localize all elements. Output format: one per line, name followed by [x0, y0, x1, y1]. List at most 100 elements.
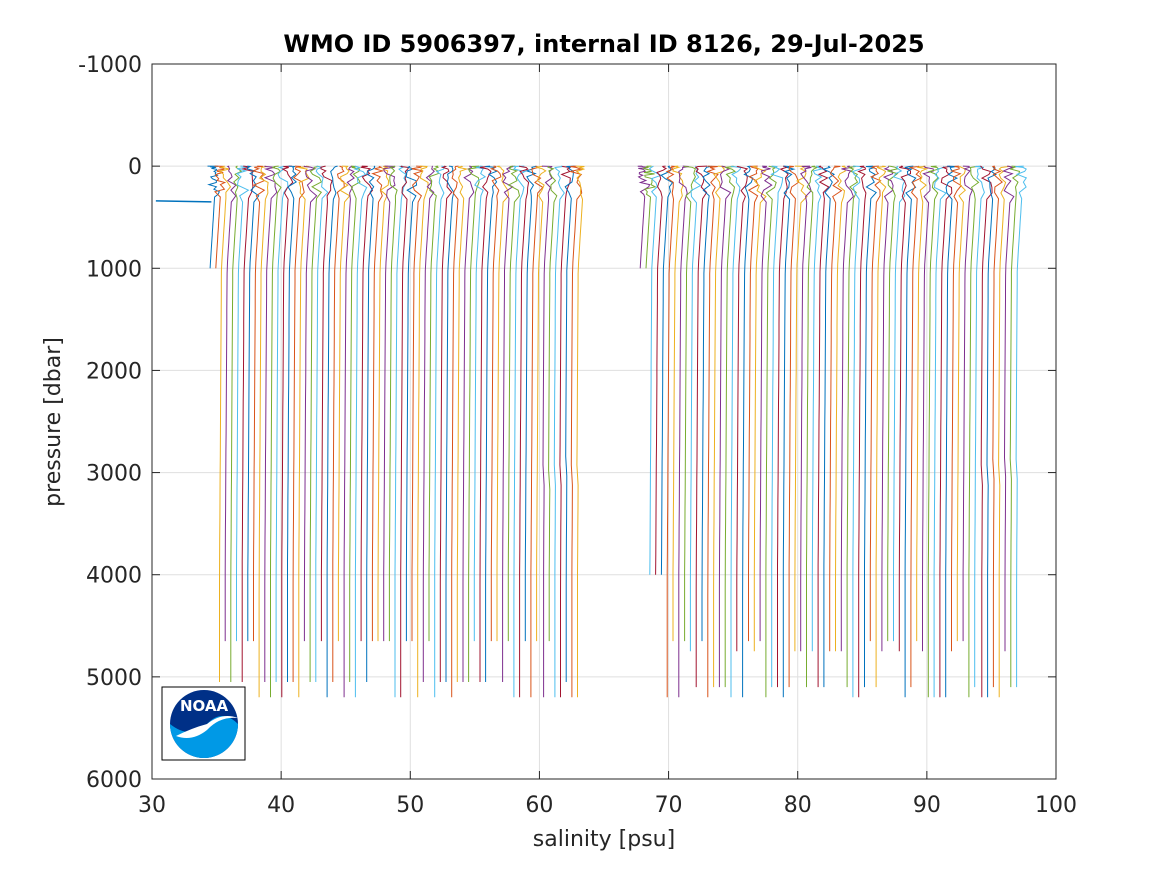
x-tick-label: 80	[784, 793, 812, 818]
salinity-profile-line	[800, 165, 812, 652]
salinity-profile-line	[782, 165, 796, 698]
salinity-profile-line	[904, 165, 917, 698]
salinity-profile-line	[451, 165, 459, 698]
salinity-profile-line	[281, 165, 294, 698]
salinity-profile-line	[383, 165, 396, 642]
chart-title: WMO ID 5906397, internal ID 8126, 29-Jul…	[283, 30, 924, 58]
salinity-profile-line	[840, 165, 854, 652]
salinity-profile-line	[270, 165, 282, 698]
noaa-logo: NOAA	[161, 686, 246, 761]
logo-wave-sky	[170, 716, 238, 758]
x-tick-label: 30	[138, 793, 166, 818]
salinity-profile-line	[524, 165, 538, 642]
salinity-profile-line	[287, 165, 298, 682]
salinity-profile-line	[485, 165, 498, 682]
salinity-profile-line	[689, 165, 702, 652]
salinity-profile-line	[765, 165, 778, 698]
x-tick-label: 40	[267, 793, 295, 818]
salinity-profile-line	[292, 165, 305, 682]
salinity-profile-line	[829, 165, 843, 652]
salinity-profile-line	[377, 165, 390, 642]
x-tick-label: 60	[525, 793, 553, 818]
salinity-profile-line	[922, 165, 934, 652]
salinity-profile-line	[655, 165, 668, 575]
salinity-profile-line	[489, 165, 502, 642]
salinity-profile-line	[648, 165, 663, 575]
salinity-profile-line	[887, 165, 900, 642]
salinity-profile-line	[974, 165, 985, 688]
salinity-profile-line	[230, 165, 243, 682]
y-tick-label: 1000	[86, 257, 142, 282]
salinity-profile-line	[309, 165, 323, 682]
y-tick-labels: -1000 0 1000 2000 3000 4000 5000 6000	[78, 53, 142, 793]
salinity-profile-line	[405, 165, 418, 642]
salinity-profile-line	[246, 165, 260, 642]
salinity-profile-line	[821, 165, 836, 688]
axis-ticks	[151, 63, 1057, 780]
salinity-profile-line	[992, 165, 1004, 688]
salinity-profile-line	[473, 165, 487, 642]
x-tick-label: 50	[396, 793, 424, 818]
y-tick-label: 4000	[86, 564, 142, 589]
salinity-profile-line	[275, 165, 289, 682]
salinity-profile-line	[547, 165, 558, 642]
salinity-profile-line	[559, 165, 572, 698]
salinity-profile-line	[326, 165, 338, 698]
salinity-profile-line	[496, 165, 510, 642]
salinity-profile-line	[553, 165, 565, 698]
salinity-profile-line	[986, 166, 997, 698]
salinity-profile-line	[875, 165, 887, 688]
salinity-profile-line	[343, 165, 355, 698]
salinity-profile-line	[434, 165, 445, 698]
salinity-profile-line	[263, 165, 278, 682]
salinity-profile-line	[939, 165, 953, 698]
salinity-profile-line	[742, 165, 754, 698]
salinity-profile-line	[817, 165, 830, 688]
salinity-profile-line	[898, 165, 911, 652]
y-tick-label: 0	[128, 155, 142, 180]
salinity-profile-line	[541, 165, 553, 698]
salinity-profile-line	[258, 165, 269, 698]
salinity-profile-line	[1002, 165, 1015, 652]
salinity-profile-line	[916, 165, 929, 642]
salinity-profile-line	[507, 165, 521, 642]
salinity-profile-line	[736, 165, 749, 652]
salinity-profile-line	[660, 165, 674, 575]
salinity-profile-line	[857, 165, 867, 698]
salinity-profile-line	[678, 165, 689, 698]
salinity-profile-line	[241, 165, 254, 682]
salinity-profile-line	[713, 165, 726, 688]
x-axis-label: salinity [psu]	[533, 827, 675, 852]
salinity-profile-line	[388, 165, 398, 642]
salinity-profile-line	[927, 165, 940, 698]
salinity-profile-line	[570, 165, 583, 698]
salinity-profile-line	[724, 165, 737, 688]
salinity-profile-line	[747, 165, 759, 642]
salinity-profile-line	[315, 165, 329, 682]
salinity-profile-line	[207, 165, 220, 269]
salinity-profile-line	[665, 165, 676, 698]
salinity-profile-line	[852, 165, 863, 698]
salinity-profile-line	[1009, 165, 1021, 688]
salinity-profile-line	[360, 165, 374, 642]
salinity-profile-line	[770, 165, 784, 688]
salinity-profile-line	[933, 165, 947, 698]
salinity-profile-line	[320, 165, 333, 642]
salinity-profile-line	[366, 165, 376, 682]
salinity-profile-line	[518, 165, 530, 698]
salinity-profile-line	[417, 165, 429, 698]
plot-area-border	[151, 63, 1057, 780]
y-tick-label: 3000	[86, 462, 142, 487]
salinity-profiles	[155, 165, 1028, 698]
salinity-profile-line	[869, 165, 882, 642]
salinity-profile-line	[462, 165, 475, 682]
salinity-profile-line	[962, 165, 973, 642]
salinity-profile-line	[706, 165, 719, 698]
salinity-profile-line	[694, 165, 708, 688]
salinity-profile-line	[236, 165, 250, 642]
salinity-profile-line	[806, 165, 819, 688]
logo-text: NOAA	[180, 697, 229, 715]
salinity-profile-line	[835, 165, 847, 652]
salinity-profile-line	[949, 165, 962, 652]
